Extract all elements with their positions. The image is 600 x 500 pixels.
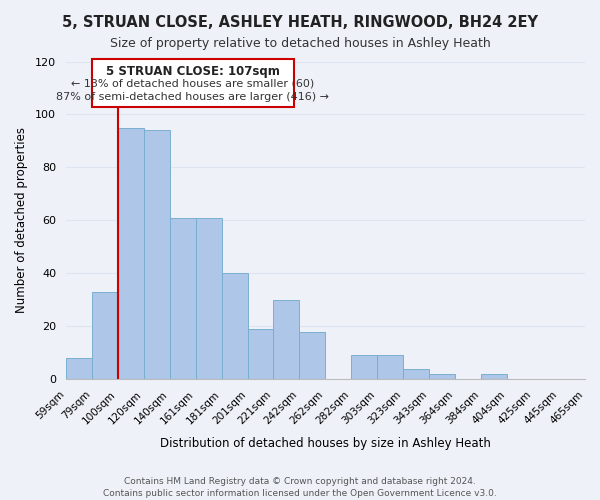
- Bar: [221, 274, 248, 380]
- Bar: [429, 374, 455, 380]
- Bar: [299, 332, 325, 380]
- Bar: [274, 300, 299, 380]
- Bar: [170, 218, 196, 380]
- Bar: [248, 329, 274, 380]
- Bar: [118, 128, 143, 380]
- Bar: [66, 358, 92, 380]
- Text: Size of property relative to detached houses in Ashley Heath: Size of property relative to detached ho…: [110, 38, 490, 51]
- Bar: [92, 292, 118, 380]
- Bar: [403, 368, 429, 380]
- Text: 5 STRUAN CLOSE: 107sqm: 5 STRUAN CLOSE: 107sqm: [106, 66, 280, 78]
- Bar: [196, 218, 221, 380]
- Text: 87% of semi-detached houses are larger (416) →: 87% of semi-detached houses are larger (…: [56, 92, 329, 102]
- Bar: [377, 356, 403, 380]
- Text: Contains public sector information licensed under the Open Government Licence v3: Contains public sector information licen…: [103, 488, 497, 498]
- Y-axis label: Number of detached properties: Number of detached properties: [15, 128, 28, 314]
- Bar: [143, 130, 170, 380]
- X-axis label: Distribution of detached houses by size in Ashley Heath: Distribution of detached houses by size …: [160, 437, 491, 450]
- Bar: [481, 374, 507, 380]
- Text: ← 13% of detached houses are smaller (60): ← 13% of detached houses are smaller (60…: [71, 78, 314, 88]
- Text: Contains HM Land Registry data © Crown copyright and database right 2024.: Contains HM Land Registry data © Crown c…: [124, 477, 476, 486]
- Text: 5, STRUAN CLOSE, ASHLEY HEATH, RINGWOOD, BH24 2EY: 5, STRUAN CLOSE, ASHLEY HEATH, RINGWOOD,…: [62, 15, 538, 30]
- FancyBboxPatch shape: [92, 59, 294, 106]
- Bar: [352, 356, 377, 380]
